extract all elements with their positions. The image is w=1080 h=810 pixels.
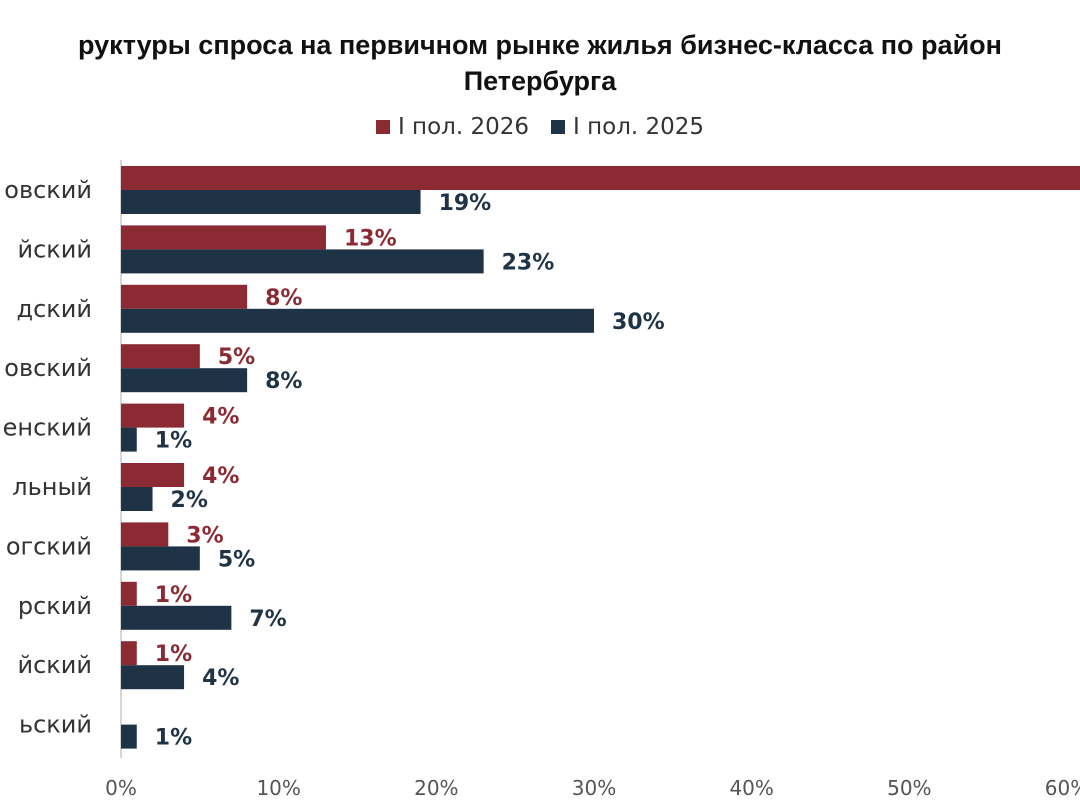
chart-title-line-2: Петербурга: [463, 66, 617, 96]
data-label-2025: 1%: [155, 726, 192, 751]
data-label-2025: 30%: [612, 310, 665, 335]
data-label-2026: 3%: [186, 523, 223, 548]
data-label-2026: 5%: [218, 345, 255, 370]
data-label-2026: 8%: [265, 286, 302, 311]
chart-title-line-1: руктуры спроса на первичном рынке жилья …: [78, 30, 1002, 60]
data-label-2026: 4%: [202, 464, 239, 489]
data-label-2025: 8%: [265, 369, 302, 394]
data-label-2026: 4%: [202, 405, 239, 430]
x-tick-label: 20%: [414, 776, 458, 800]
legend-item-2025: I пол. 2025: [551, 114, 704, 140]
legend-swatch-2026: [375, 120, 390, 134]
bar-2026: [121, 641, 137, 666]
data-label-2025: 23%: [502, 250, 555, 275]
category-label: енский: [3, 414, 92, 442]
bar-2025: [121, 487, 153, 511]
category-label: йский: [18, 235, 92, 263]
bar-2026: [121, 403, 185, 428]
bar-2026: [121, 225, 326, 250]
bar-2026: [121, 344, 200, 369]
category-label: йский: [18, 651, 92, 679]
x-tick-label: 0%: [105, 776, 137, 800]
bar-2025: [121, 724, 137, 749]
data-label-2026: 1%: [155, 583, 192, 608]
bar-2026: [121, 463, 185, 487]
bar-2025: [121, 427, 137, 452]
bar-2025: [121, 665, 185, 690]
legend-label-2025: I пол. 2025: [573, 114, 705, 140]
category-label: льный: [12, 473, 92, 501]
legend-swatch-2025: [551, 120, 565, 134]
category-label: овский: [4, 176, 92, 204]
data-label-2025: 1%: [155, 429, 192, 454]
data-label-2026: 1%: [155, 642, 192, 667]
category-label: дский: [17, 295, 92, 323]
data-label-2025: 5%: [218, 547, 255, 572]
legend: I пол. 2026 I пол. 2025: [0, 114, 1080, 140]
category-label: ьский: [19, 711, 92, 739]
legend-label-2026: I пол. 2026: [397, 114, 529, 140]
bar-2025: [121, 308, 594, 333]
bar-2026: [121, 522, 169, 547]
x-tick-label: 50%: [887, 776, 931, 800]
data-label-2025: 7%: [249, 607, 286, 632]
category-label: огский: [6, 532, 92, 560]
x-tick-label: 10%: [256, 776, 300, 800]
category-label: овский: [4, 354, 92, 382]
data-label-2025: 2%: [171, 488, 208, 513]
category-label: рский: [18, 592, 92, 620]
data-label-2025: 19%: [439, 191, 492, 216]
bar-2026: [121, 581, 137, 606]
x-tick-label: 60%: [1045, 776, 1080, 800]
bar-2025: [121, 605, 232, 630]
bar-2025: [121, 546, 200, 571]
bar-2025: [121, 190, 421, 214]
x-tick-label: 30%: [572, 776, 616, 800]
data-label-2025: 4%: [202, 666, 239, 691]
data-label-2026: 13%: [344, 226, 397, 251]
bar-2026: [121, 284, 248, 309]
bar-2025: [121, 249, 484, 274]
legend-item-2026: I пол. 2026: [375, 114, 529, 140]
bar-2025: [121, 368, 248, 393]
x-tick-label: 40%: [729, 776, 773, 800]
bar-2026: [121, 166, 1080, 190]
